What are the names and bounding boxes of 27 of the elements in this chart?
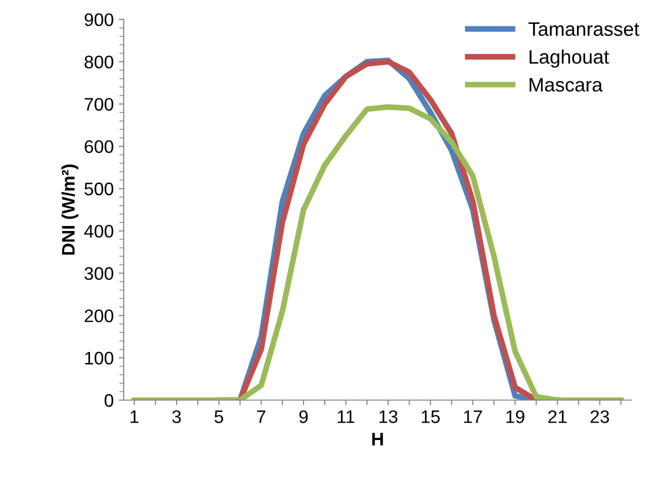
x-tick-label: 3: [172, 410, 181, 424]
x-tick-label: 21: [548, 410, 567, 423]
y-tick-label: 400: [84, 224, 114, 238]
legend-label: Laghouat: [530, 50, 610, 68]
x-tick-label: 17: [464, 410, 482, 423]
y-tick-label: 100: [85, 352, 114, 365]
x-tick-label: 5: [214, 410, 224, 424]
y-tick-label: 0: [104, 394, 114, 407]
y-tick-label: 700: [84, 98, 114, 111]
x-tick-label: 1: [130, 410, 138, 423]
y-tick-label: 500: [84, 182, 114, 196]
y-tick-label: 600: [84, 140, 114, 154]
x-tick-label: 9: [299, 410, 308, 424]
y-tick-label: 900: [84, 13, 114, 26]
x-tick-label: 13: [379, 410, 398, 424]
x-axis-title: H: [372, 432, 383, 446]
y-axis-title: DNI (W/m²): [61, 164, 78, 255]
legend-label: Mascara: [530, 78, 603, 92]
x-tick-label: 19: [506, 410, 524, 424]
y-tick-label: 200: [84, 309, 114, 322]
x-tick-label: 23: [590, 410, 609, 424]
y-tick-label: 800: [84, 56, 114, 68]
x-tick-label: 7: [257, 410, 266, 423]
x-tick-label: 11: [338, 410, 354, 423]
y-tick-label: 300: [84, 267, 114, 280]
legend-label: Tamanrasset: [528, 22, 640, 36]
x-tick-label: 15: [422, 410, 440, 424]
